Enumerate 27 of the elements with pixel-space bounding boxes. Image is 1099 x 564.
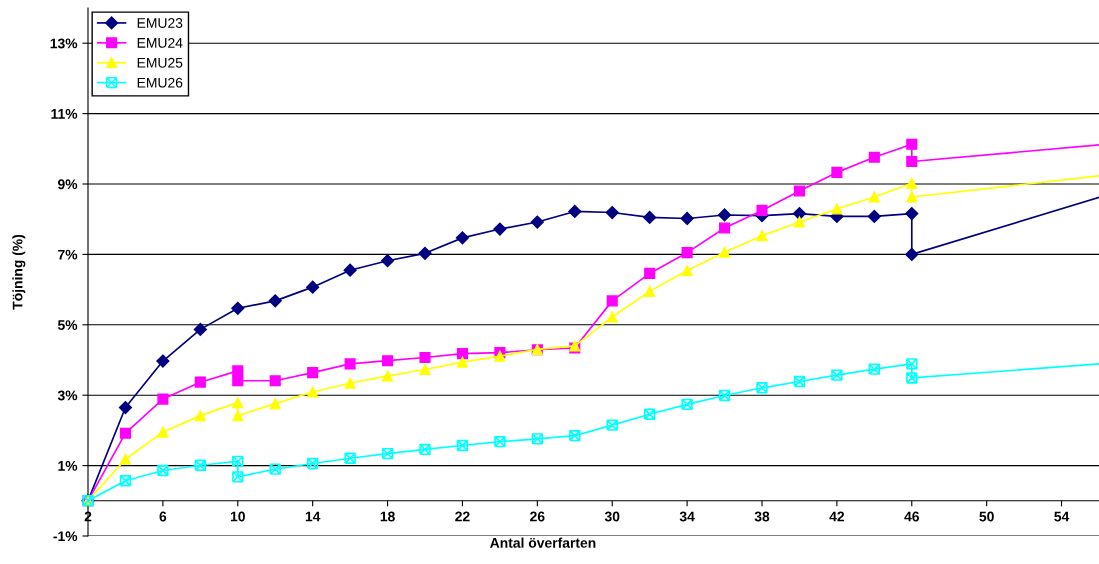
y-tick-label: 7%: [58, 249, 78, 260]
legend-label: EMU24: [137, 37, 183, 48]
x-axis-title: Antal överfarten: [490, 537, 596, 548]
x-tick-label: 14: [305, 511, 321, 522]
x-tick-label: 38: [754, 511, 770, 522]
x-tick-label: 34: [679, 511, 695, 522]
x-tick-label: 46: [904, 511, 919, 522]
x-tick-label: 6: [159, 511, 167, 522]
x-tick-label: 18: [380, 511, 395, 522]
x-tick-label: 50: [979, 511, 994, 522]
x-tick-label: 22: [455, 511, 470, 522]
legend-label: EMU25: [137, 57, 183, 68]
y-tick-label: 3%: [57, 390, 78, 401]
legend-label: EMU26: [137, 77, 183, 88]
x-tick-label: 30: [604, 511, 620, 522]
x-tick-label: 10: [230, 511, 245, 522]
y-tick-label: 13%: [50, 38, 78, 49]
y-tick-label: 11%: [51, 108, 78, 119]
y-tick-label: 1%: [58, 460, 78, 471]
legend-label: EMU23: [137, 18, 183, 28]
y-tick-label: 5%: [57, 320, 78, 330]
x-tick-label: 54: [1054, 511, 1070, 522]
y-axis-title: Töjning (%): [12, 234, 26, 310]
y-tick-label: 9%: [57, 179, 78, 190]
y-tick-label: -1%: [53, 531, 78, 542]
x-tick-label: 26: [530, 511, 545, 522]
x-tick-label: 42: [829, 511, 845, 522]
